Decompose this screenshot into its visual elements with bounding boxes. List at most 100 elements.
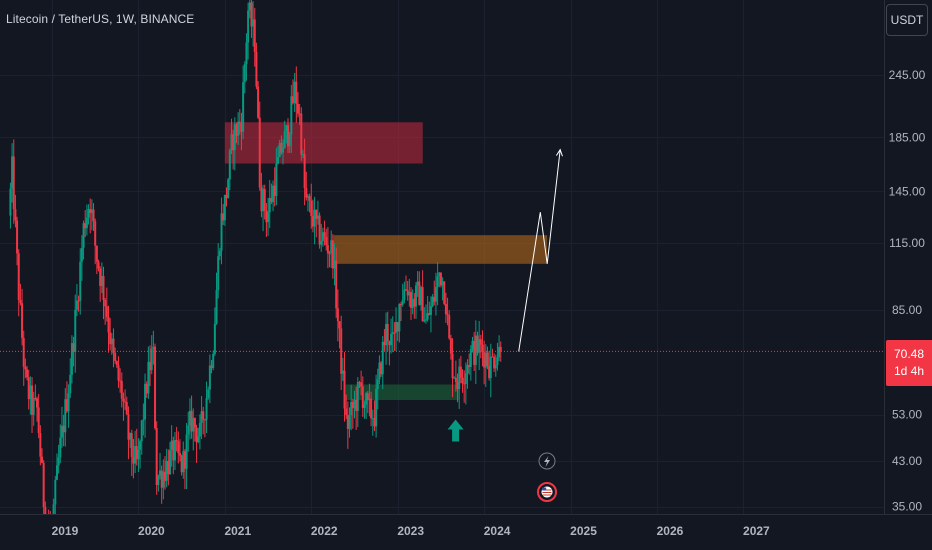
zones-layer bbox=[224, 122, 548, 401]
candle-body bbox=[296, 103, 299, 114]
candle-body bbox=[321, 232, 324, 242]
candle-body bbox=[400, 304, 403, 306]
candle-body bbox=[499, 346, 502, 352]
candle-body bbox=[448, 315, 451, 339]
candle-body bbox=[77, 300, 80, 302]
candle-body bbox=[351, 402, 354, 409]
candle-body bbox=[39, 433, 42, 457]
candle-body bbox=[145, 383, 148, 394]
candle-body bbox=[494, 365, 497, 369]
candle-body bbox=[363, 404, 366, 408]
resistance-zone bbox=[224, 122, 423, 164]
candle-body bbox=[114, 352, 117, 362]
candle-body bbox=[449, 338, 452, 354]
candle-body bbox=[129, 433, 132, 440]
candle-body bbox=[263, 189, 266, 211]
candle-body bbox=[137, 449, 140, 460]
candle-body bbox=[100, 275, 103, 286]
candle-body bbox=[323, 232, 326, 237]
symbol-title[interactable]: Litecoin / TetherUS, 1W, BINANCE bbox=[6, 12, 195, 26]
candle-body bbox=[260, 187, 263, 212]
candle-body bbox=[210, 365, 213, 369]
candle-body bbox=[331, 240, 334, 269]
candle-body bbox=[268, 197, 271, 213]
candle-body bbox=[458, 366, 461, 390]
candle-body bbox=[182, 451, 185, 473]
candle-body bbox=[468, 364, 471, 367]
candle-body bbox=[197, 436, 200, 443]
candles-layer bbox=[9, 0, 502, 541]
candle-body bbox=[461, 377, 464, 384]
candle-body bbox=[426, 313, 429, 320]
candle-body bbox=[476, 335, 479, 353]
candle-body bbox=[16, 220, 19, 254]
candle-body bbox=[142, 419, 145, 421]
candle-body bbox=[282, 148, 285, 153]
candle-body bbox=[424, 319, 427, 321]
candle-body bbox=[443, 281, 446, 304]
candle-body bbox=[316, 215, 319, 219]
candle-body bbox=[62, 425, 65, 433]
candle-body bbox=[414, 285, 417, 307]
candle-body bbox=[345, 408, 348, 415]
flag-event-icon bbox=[537, 482, 557, 502]
candle-body bbox=[70, 343, 73, 375]
candle-body bbox=[272, 185, 275, 203]
candle-body bbox=[376, 379, 379, 390]
candle-body bbox=[202, 411, 205, 420]
candle-body bbox=[428, 313, 431, 315]
time-tick-label: 2025 bbox=[570, 524, 597, 538]
candle-body bbox=[330, 240, 333, 254]
price-tick-label: 85.00 bbox=[892, 303, 922, 317]
candle-body bbox=[484, 352, 487, 368]
candle-body bbox=[74, 309, 77, 352]
candle-body bbox=[295, 81, 298, 104]
candle-body bbox=[275, 163, 278, 196]
candle-body bbox=[17, 253, 20, 300]
candle-body bbox=[220, 213, 223, 251]
candle-body bbox=[178, 453, 181, 456]
candle-body bbox=[97, 261, 100, 269]
candle-body bbox=[496, 357, 499, 366]
candle-body bbox=[64, 399, 67, 433]
price-tick-label: 145.00 bbox=[889, 184, 926, 198]
candle-body bbox=[75, 300, 78, 310]
candle-body bbox=[479, 339, 482, 345]
candle-body bbox=[298, 113, 301, 115]
candle-body bbox=[122, 398, 125, 402]
candle-body bbox=[381, 341, 384, 375]
candle-body bbox=[187, 425, 190, 435]
time-tick-label: 2022 bbox=[311, 524, 338, 538]
candle-body bbox=[257, 86, 260, 118]
candle-body bbox=[170, 440, 173, 451]
candle-body bbox=[488, 365, 491, 379]
candle-body bbox=[255, 51, 258, 87]
candle-body bbox=[358, 382, 361, 384]
candle-body bbox=[360, 382, 363, 387]
candle-body bbox=[212, 353, 215, 369]
candle-body bbox=[92, 209, 95, 222]
time-tick-label: 2026 bbox=[657, 524, 684, 538]
candle-body bbox=[486, 352, 489, 366]
candle-body bbox=[410, 292, 413, 308]
candle-body bbox=[190, 410, 193, 432]
candle-body bbox=[498, 346, 501, 358]
candle-body bbox=[85, 217, 88, 229]
candle-body bbox=[391, 332, 394, 335]
candle-body bbox=[147, 361, 150, 394]
lightning-glyph bbox=[544, 456, 550, 467]
candle-body bbox=[258, 117, 261, 188]
candle-body bbox=[300, 113, 303, 155]
candle-body bbox=[333, 260, 336, 269]
candle-body bbox=[84, 223, 87, 229]
candle-body bbox=[464, 373, 467, 384]
candle-body bbox=[338, 321, 341, 329]
candle-body bbox=[262, 189, 265, 212]
candle-body bbox=[223, 194, 226, 221]
candle-body bbox=[459, 366, 462, 378]
candle-body bbox=[395, 321, 398, 333]
candle-body bbox=[37, 407, 40, 434]
currency-button[interactable]: USDT bbox=[886, 4, 928, 36]
candle-body bbox=[341, 370, 344, 374]
